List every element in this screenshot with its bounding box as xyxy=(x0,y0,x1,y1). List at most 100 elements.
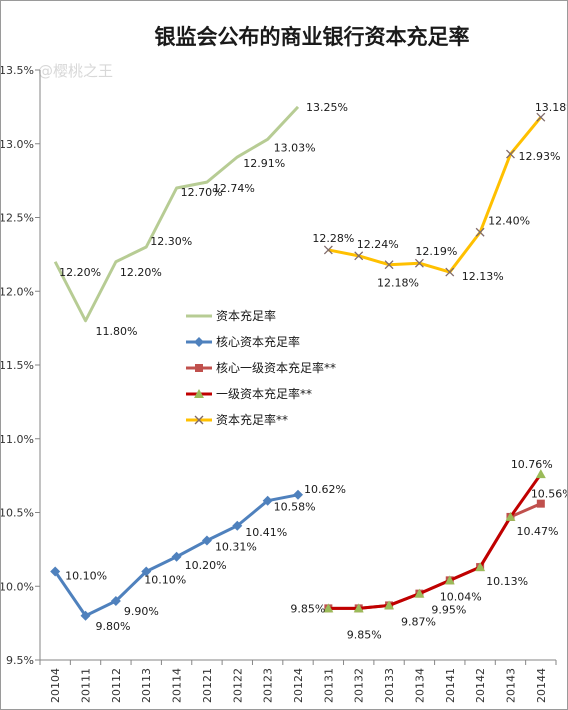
point-marker xyxy=(195,364,203,372)
series-path xyxy=(53,105,300,323)
legend-label: 核心一级资本充足率** xyxy=(216,360,336,375)
data-label: 10.47% xyxy=(516,525,558,538)
series-layer xyxy=(50,105,546,621)
y-tick-label: 13.0% xyxy=(0,138,34,151)
legend-item-1: 资本充足率 xyxy=(186,308,276,323)
watermark-text: @樱桃之王 xyxy=(38,62,113,80)
data-label: 9.85% xyxy=(290,602,325,615)
legend-label: 核心资本充足率 xyxy=(216,334,300,349)
data-label: 9.80% xyxy=(96,620,131,633)
data-label: 12.93% xyxy=(518,150,560,163)
point-marker xyxy=(323,245,333,255)
point-marker xyxy=(171,551,182,562)
x-tick-label: 20131 xyxy=(322,668,335,703)
point-marker xyxy=(80,610,91,621)
series-line-5 xyxy=(323,112,546,277)
data-label: 12.13% xyxy=(462,270,504,283)
series-path xyxy=(328,116,542,274)
x-tick-label: 20111 xyxy=(80,668,93,703)
point-marker xyxy=(201,535,212,546)
point-marker xyxy=(232,520,243,531)
data-label: 10.56% xyxy=(531,488,568,501)
point-marker xyxy=(50,566,61,577)
series-line-1 xyxy=(53,105,300,323)
x-tick-label: 20122 xyxy=(231,668,244,703)
data-label: 12.70% xyxy=(181,186,223,199)
point-marker xyxy=(475,562,486,572)
x-tick-label: 20141 xyxy=(444,668,457,703)
data-label: 11.80% xyxy=(96,325,138,338)
data-label: 12.18% xyxy=(377,277,419,290)
point-marker xyxy=(414,588,425,598)
data-label: 12.20% xyxy=(120,266,162,279)
data-label: 10.10% xyxy=(65,570,107,583)
legend-label: 一级资本充足率** xyxy=(216,386,312,401)
point-marker xyxy=(262,495,273,506)
y-tick-label: 13.5% xyxy=(0,64,34,77)
point-marker xyxy=(506,149,515,159)
x-tick-label: 20104 xyxy=(49,668,62,703)
x-tick-label: 20121 xyxy=(201,668,214,703)
y-tick-label: 10.5% xyxy=(0,507,34,520)
point-marker xyxy=(535,469,546,479)
point-marker xyxy=(194,389,204,398)
x-tick-label: 20124 xyxy=(292,668,305,703)
point-marker xyxy=(384,260,394,270)
x-tick-label: 20132 xyxy=(353,668,366,703)
point-marker xyxy=(141,566,152,577)
axes: 9.5% 10.0% 10.5% 11.0% 11.5% 12.0% 12.5% 13.0% 1… xyxy=(0,64,557,703)
point-marker xyxy=(536,499,545,508)
data-label: 9.90% xyxy=(124,605,159,618)
y-tick-label: 12.0% xyxy=(0,285,34,298)
point-marker xyxy=(353,603,364,613)
chart-title: 银监会公布的商业银行资本充足率 xyxy=(155,25,470,49)
data-label: 10.62% xyxy=(304,483,346,496)
data-label: 12.19% xyxy=(415,245,457,258)
data-label: 10.13% xyxy=(486,575,528,588)
point-marker xyxy=(414,258,424,268)
x-tick-label: 20112 xyxy=(110,668,123,703)
point-marker xyxy=(384,600,395,610)
data-label: 10.76% xyxy=(511,458,553,471)
data-label: 12.91% xyxy=(243,157,285,170)
data-label: 12.24% xyxy=(357,238,399,251)
legend-item-2: 核心资本充足率 xyxy=(186,334,300,349)
y-tick-label: 12.5% xyxy=(0,212,34,225)
data-label: 10.04% xyxy=(440,590,482,603)
x-tick-label: 20143 xyxy=(504,668,517,703)
data-label: 12.40% xyxy=(488,214,530,227)
point-marker xyxy=(354,251,364,261)
data-label: 12.20% xyxy=(59,266,101,279)
x-tick-label: 20133 xyxy=(383,668,396,703)
x-tick-label: 20142 xyxy=(474,668,487,703)
series-path xyxy=(328,473,543,610)
legend-label: 资本充足率 xyxy=(216,308,276,323)
x-tick-label: 20123 xyxy=(262,668,275,703)
point-marker xyxy=(323,603,334,613)
data-label: 13.03% xyxy=(274,141,316,154)
series-line-4 xyxy=(323,469,546,613)
y-tick-label: 11.5% xyxy=(0,359,34,372)
point-marker xyxy=(194,415,204,425)
point-marker xyxy=(194,337,204,347)
data-label: 9.87% xyxy=(401,615,436,628)
x-tick-label: 20113 xyxy=(140,668,153,703)
series-line-2 xyxy=(50,489,303,621)
point-marker xyxy=(110,596,121,606)
legend-label: 资本充足率** xyxy=(216,412,288,427)
point-marker xyxy=(445,267,455,277)
data-label: 12.74% xyxy=(213,182,255,195)
y-tick-label: 10.0% xyxy=(0,580,34,593)
legend-item-3: 核心一级资本充足率** xyxy=(186,360,336,375)
data-label: 13.25% xyxy=(306,101,348,114)
data-label: 12.30% xyxy=(150,235,192,248)
y-tick-label: 11.0% xyxy=(0,433,34,446)
data-label: 10.20% xyxy=(185,559,227,572)
point-marker xyxy=(293,489,303,500)
legend-item-5: 资本充足率** xyxy=(186,412,288,427)
legend-item-4: 一级资本充足率** xyxy=(186,386,312,401)
point-marker xyxy=(536,112,546,122)
x-tick-label: 20144 xyxy=(535,668,548,703)
data-label: 10.58% xyxy=(274,501,316,514)
